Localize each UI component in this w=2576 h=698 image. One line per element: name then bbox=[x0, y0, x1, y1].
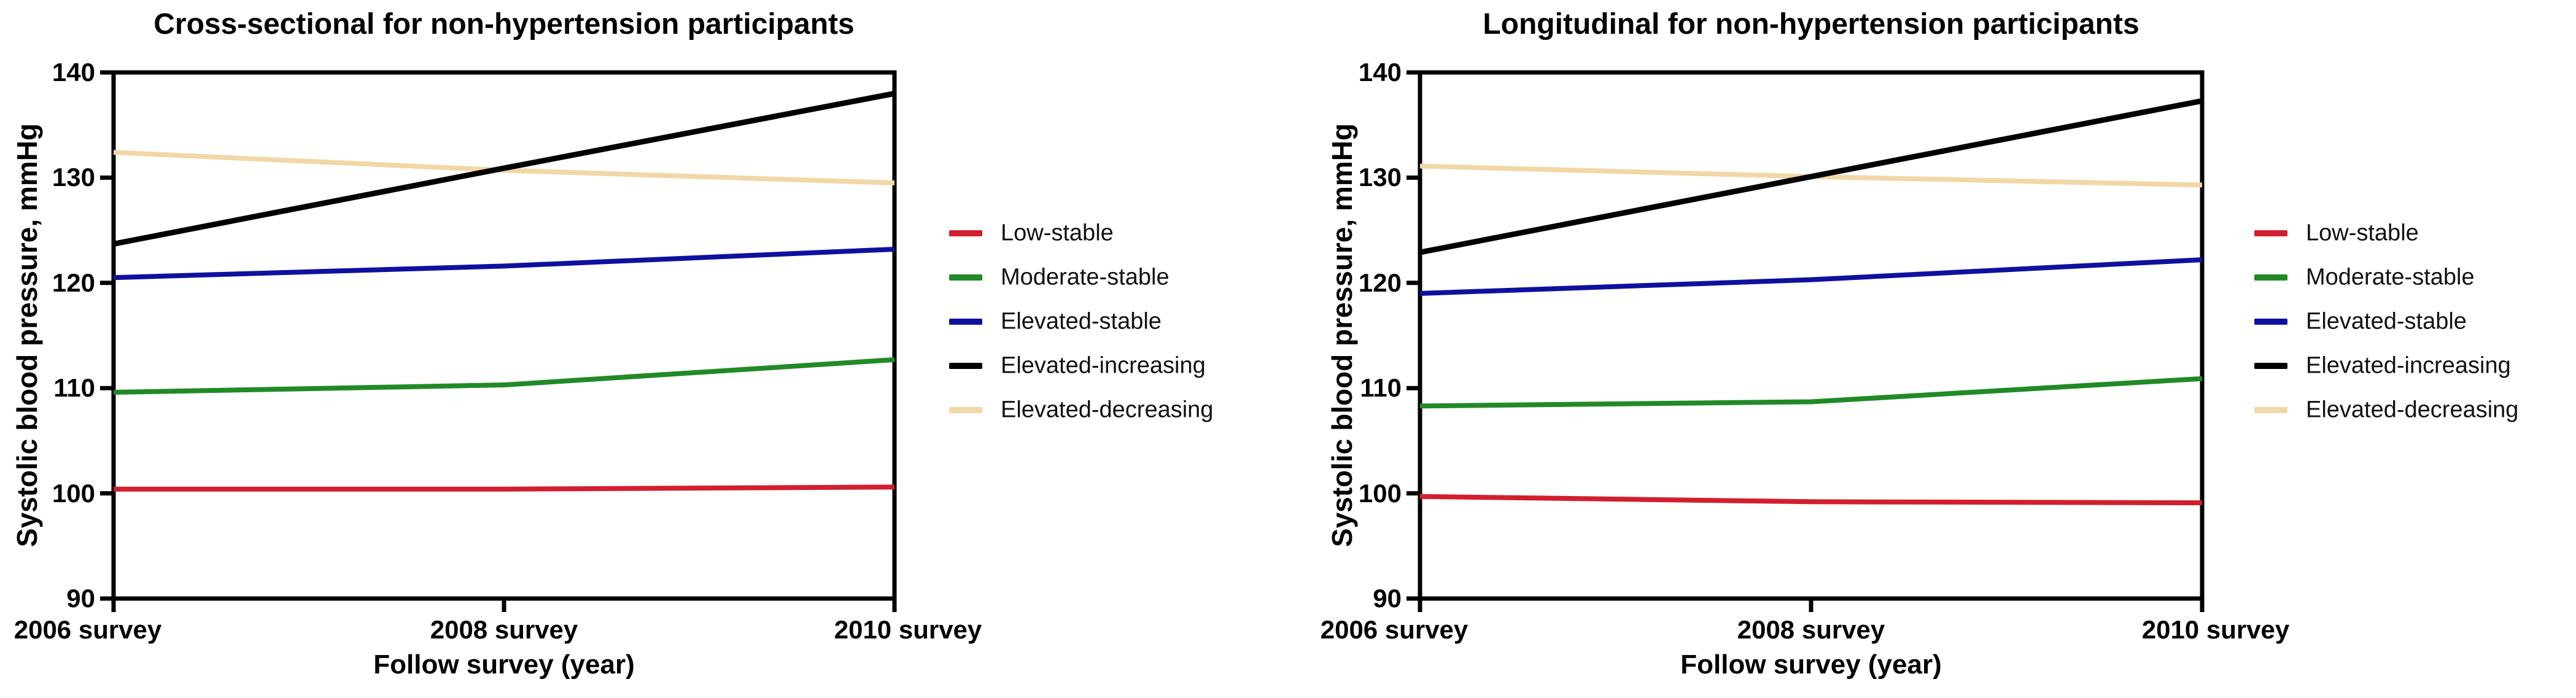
series-line-moderate-stable bbox=[1419, 376, 2203, 409]
x-tick-label: 2010 survey bbox=[834, 615, 982, 644]
panel-title-longitudinal: Longitudinal for non-hypertension partic… bbox=[1483, 8, 2140, 41]
legend-swatch-moderate-stable bbox=[2254, 274, 2287, 281]
y-tick-label: 140 bbox=[1358, 58, 1402, 87]
series-line-elevated-stable bbox=[1419, 257, 2203, 296]
x-tick-label: 2006 survey bbox=[14, 615, 162, 644]
series-line-moderate-stable bbox=[113, 357, 895, 395]
legend-label: Moderate-stable bbox=[1001, 264, 1170, 290]
y-axis-label-left: Systolic blood pressure, mmHg bbox=[11, 123, 43, 548]
x-tick-label: 2010 survey bbox=[2141, 615, 2290, 644]
legend-swatch-elevated-decreasing bbox=[949, 407, 982, 413]
legend-label: Low-stable bbox=[2306, 220, 2419, 246]
y-tick-label: 120 bbox=[1358, 268, 1402, 297]
x-tick-label: 2008 survey bbox=[1737, 615, 1885, 644]
legend-swatch-elevated-increasing bbox=[949, 363, 982, 369]
legend-swatch-moderate-stable bbox=[949, 274, 982, 281]
legend-label: Elevated-decreasing bbox=[1001, 397, 1214, 423]
panel-title-cross-sectional: Cross-sectional for non-hypertension par… bbox=[153, 8, 855, 41]
x-axis-title-right: Follow survey (year) bbox=[1680, 650, 1942, 680]
y-tick-label: 110 bbox=[1360, 373, 1402, 403]
legend-swatch-elevated-decreasing bbox=[2254, 407, 2287, 413]
legend-label: Elevated-decreasing bbox=[2306, 397, 2519, 423]
x-axis-title-left: Follow survey (year) bbox=[373, 650, 635, 680]
legend-label: Elevated-increasing bbox=[2306, 352, 2511, 379]
y-tick-label: 110 bbox=[53, 373, 95, 403]
series-line-elevated-increasing bbox=[1419, 98, 2203, 255]
legend-label: Elevated-stable bbox=[2306, 308, 2467, 335]
legend-swatch-low-stable bbox=[949, 230, 982, 236]
legend-label: Moderate-stable bbox=[2306, 264, 2475, 290]
y-tick-label: 130 bbox=[52, 163, 95, 192]
y-tick-label: 130 bbox=[1358, 163, 1402, 192]
legend-label: Low-stable bbox=[1001, 220, 1114, 246]
legend-swatch-elevated-stable bbox=[949, 319, 982, 325]
legend-swatch-low-stable bbox=[2254, 230, 2287, 236]
y-tick-label: 90 bbox=[66, 584, 95, 613]
legend-label: Elevated-stable bbox=[1001, 308, 1162, 335]
y-tick-label: 100 bbox=[52, 478, 95, 508]
x-tick-label: 2008 survey bbox=[430, 615, 578, 644]
y-axis-label-right: Systolic blood pressure, mmHg bbox=[1326, 123, 1358, 548]
legend-swatch-elevated-increasing bbox=[2254, 363, 2287, 369]
series-line-elevated-increasing bbox=[113, 90, 895, 247]
x-tick-label: 2006 survey bbox=[1320, 615, 1468, 644]
legend-swatch-elevated-stable bbox=[2254, 319, 2287, 325]
series-line-low-stable bbox=[114, 484, 895, 492]
series-line-elevated-stable bbox=[113, 246, 895, 281]
legend-label: Elevated-increasing bbox=[1001, 352, 1206, 379]
y-tick-label: 100 bbox=[1358, 478, 1402, 508]
series-line-low-stable bbox=[1419, 494, 2203, 506]
plot-frame bbox=[1418, 70, 2205, 601]
y-tick-label: 120 bbox=[52, 268, 95, 297]
plot-frame bbox=[111, 70, 897, 601]
y-tick-label: 90 bbox=[1373, 584, 1402, 613]
y-tick-label: 140 bbox=[52, 58, 95, 87]
